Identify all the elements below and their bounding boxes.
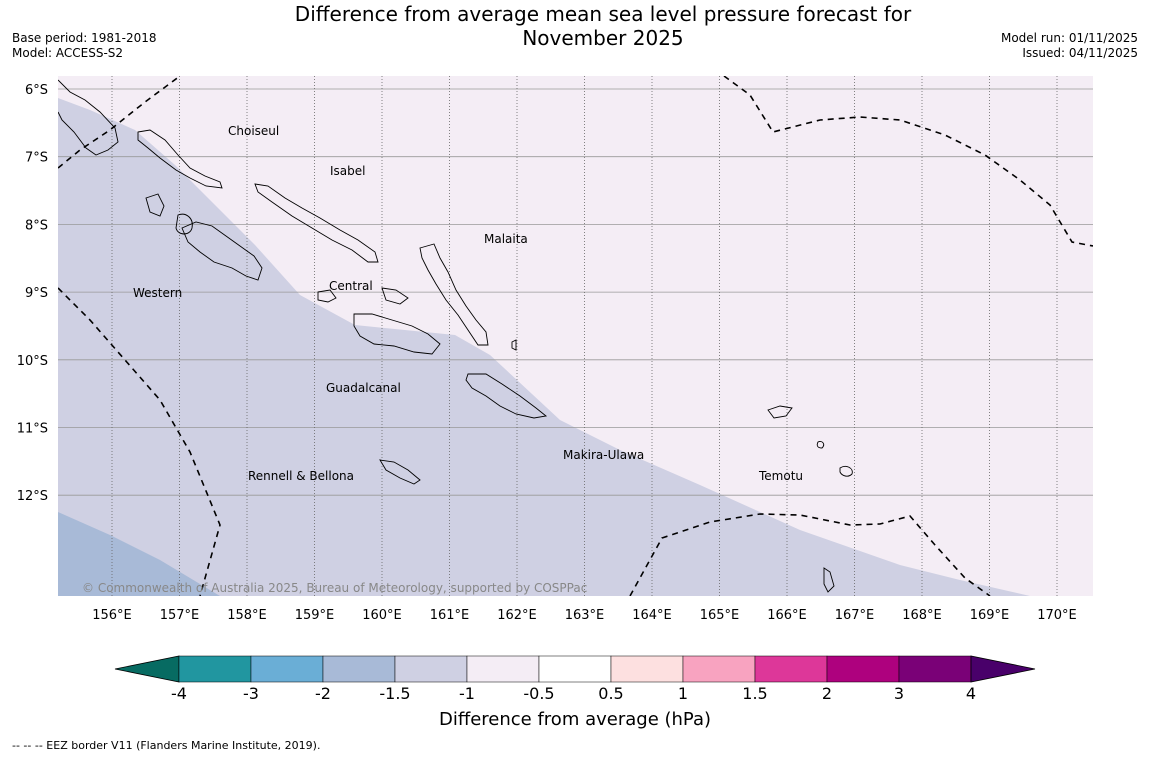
colorbar-tick-label: 2 [821, 684, 833, 703]
island-rennell [379, 459, 421, 485]
colorbar-bin [610, 655, 684, 683]
issued-date: Issued: 04/11/2025 [1022, 46, 1138, 60]
label-rennell-bellona: Rennell & Bellona [248, 469, 354, 483]
colorbar-tick-label: 1 [677, 684, 689, 703]
model-name: Model: ACCESS-S2 [12, 46, 124, 60]
island-bougainville [58, 79, 119, 156]
coastlines [58, 79, 853, 593]
model-run: Model run: 01/11/2025 [1000, 31, 1138, 45]
label-temotu: Temotu [758, 469, 803, 483]
lon-label: 157°E [160, 608, 200, 623]
label-guadalcanal: Guadalcanal [326, 381, 401, 395]
chart-title: Difference from average mean sea level p… [258, 2, 948, 50]
lat-label: 7°S [25, 151, 48, 166]
island-vanikoro [839, 465, 853, 477]
lon-label: 165°E [700, 608, 740, 623]
lat-label: 8°S [25, 218, 48, 233]
colorbar [114, 655, 1036, 683]
lat-label: 10°S [17, 354, 48, 369]
colorbar-tick-label: 3 [893, 684, 905, 703]
longitude-labels: 156°E 157°E 158°E 159°E 160°E 161°E 162°E 163°E… [92, 608, 1077, 623]
island-vella [145, 193, 165, 217]
label-malaita: Malaita [484, 232, 528, 246]
colorbar-bin [538, 655, 612, 683]
island-small-2 [823, 567, 835, 593]
lat-label: 6°S [25, 83, 48, 98]
label-isabel: Isabel [330, 164, 365, 178]
colorbar-bin [466, 655, 540, 683]
eez-border-southeast [629, 513, 991, 596]
colorbar-bin [322, 655, 396, 683]
copyright-text: © Commonwealth of Australia 2025, Bureau… [82, 581, 587, 595]
map-area: © Commonwealth of Australia 2025, Bureau… [58, 76, 1093, 596]
lon-label: 166°E [767, 608, 807, 623]
colorbar-tick-label: -0.5 [523, 684, 555, 703]
lat-label: 11°S [17, 422, 48, 437]
island-makira [465, 373, 548, 419]
colorbar-bin [754, 655, 828, 683]
meta-right: Model run: 01/11/2025 Issued: 04/11/2025 [1001, 31, 1138, 61]
colorbar-bin [394, 655, 468, 683]
lon-label: 159°E [295, 608, 335, 623]
island-santa-cruz [767, 405, 793, 419]
footer-note: -- -- -- EEZ border V11 (Flanders Marine… [12, 739, 321, 752]
lon-label: 167°E [835, 608, 875, 623]
island-kolombangara [175, 213, 193, 235]
eez-border-southwest [58, 287, 221, 596]
island-choiseul [137, 129, 223, 189]
colorbar-extend-max [970, 655, 1036, 683]
base-period: Base period: 1981-2018 [12, 31, 157, 45]
lat-label: 12°S [17, 489, 48, 504]
colorbar-bin [682, 655, 756, 683]
colorbar-extend-min [114, 655, 180, 683]
colorbar-tick-label: 4 [965, 684, 977, 703]
island-malaita [419, 243, 489, 346]
island-florida [317, 289, 337, 303]
meta-left: Base period: 1981-2018 Model: ACCESS-S2 [12, 31, 157, 61]
lon-label: 170°E [1037, 608, 1077, 623]
anomaly-region-mid [58, 98, 1030, 596]
lon-label: 163°E [565, 608, 605, 623]
island-small-1 [511, 339, 517, 351]
title-line-1: Difference from average mean sea level p… [294, 2, 912, 26]
colorbar-tick-label: -1 [459, 684, 475, 703]
eez-border-north [58, 76, 181, 169]
lat-label: 9°S [25, 286, 48, 301]
label-choiseul: Choiseul [228, 124, 279, 138]
lon-label: 169°E [970, 608, 1010, 623]
label-central: Central [329, 279, 373, 293]
colorbar-tick-label: -1.5 [379, 684, 411, 703]
colorbar-tick-label: 0.5 [598, 684, 624, 703]
colorbar-bin [826, 655, 900, 683]
lon-label: 156°E [92, 608, 132, 623]
latitude-labels: 6°S 7°S 8°S 9°S 10°S 11°S 12°S [17, 83, 48, 504]
colorbar-bin [178, 655, 252, 683]
colorbar-bin [250, 655, 324, 683]
label-western: Western [133, 286, 182, 300]
island-new-georgia [181, 221, 263, 281]
lon-label: 158°E [227, 608, 267, 623]
lon-label: 161°E [430, 608, 470, 623]
colorbar-tick-label: -2 [315, 684, 331, 703]
colorbar-tick-label: 1.5 [742, 684, 768, 703]
lon-label: 162°E [497, 608, 537, 623]
label-makira-ulawa: Makira-Ulawa [563, 448, 644, 462]
island-tikopia [816, 441, 825, 449]
title-line-2: November 2025 [522, 26, 684, 50]
gridlines [58, 76, 1093, 596]
colorbar-axis-label: Difference from average (hPa) [438, 709, 712, 730]
colorbar-bin [898, 655, 972, 683]
colorbar-tick-label: -3 [243, 684, 259, 703]
lon-label: 164°E [632, 608, 672, 623]
lon-label: 160°E [362, 608, 402, 623]
eez-borders [58, 76, 1093, 596]
island-isabel [254, 183, 379, 263]
island-guadalcanal [353, 313, 441, 355]
eez-border-northeast [723, 76, 1093, 247]
colorbar-tick-label: -4 [171, 684, 187, 703]
province-labels: Choiseul Isabel Malaita Central Western … [133, 124, 803, 483]
island-russell [381, 287, 409, 305]
lon-label: 168°E [902, 608, 942, 623]
